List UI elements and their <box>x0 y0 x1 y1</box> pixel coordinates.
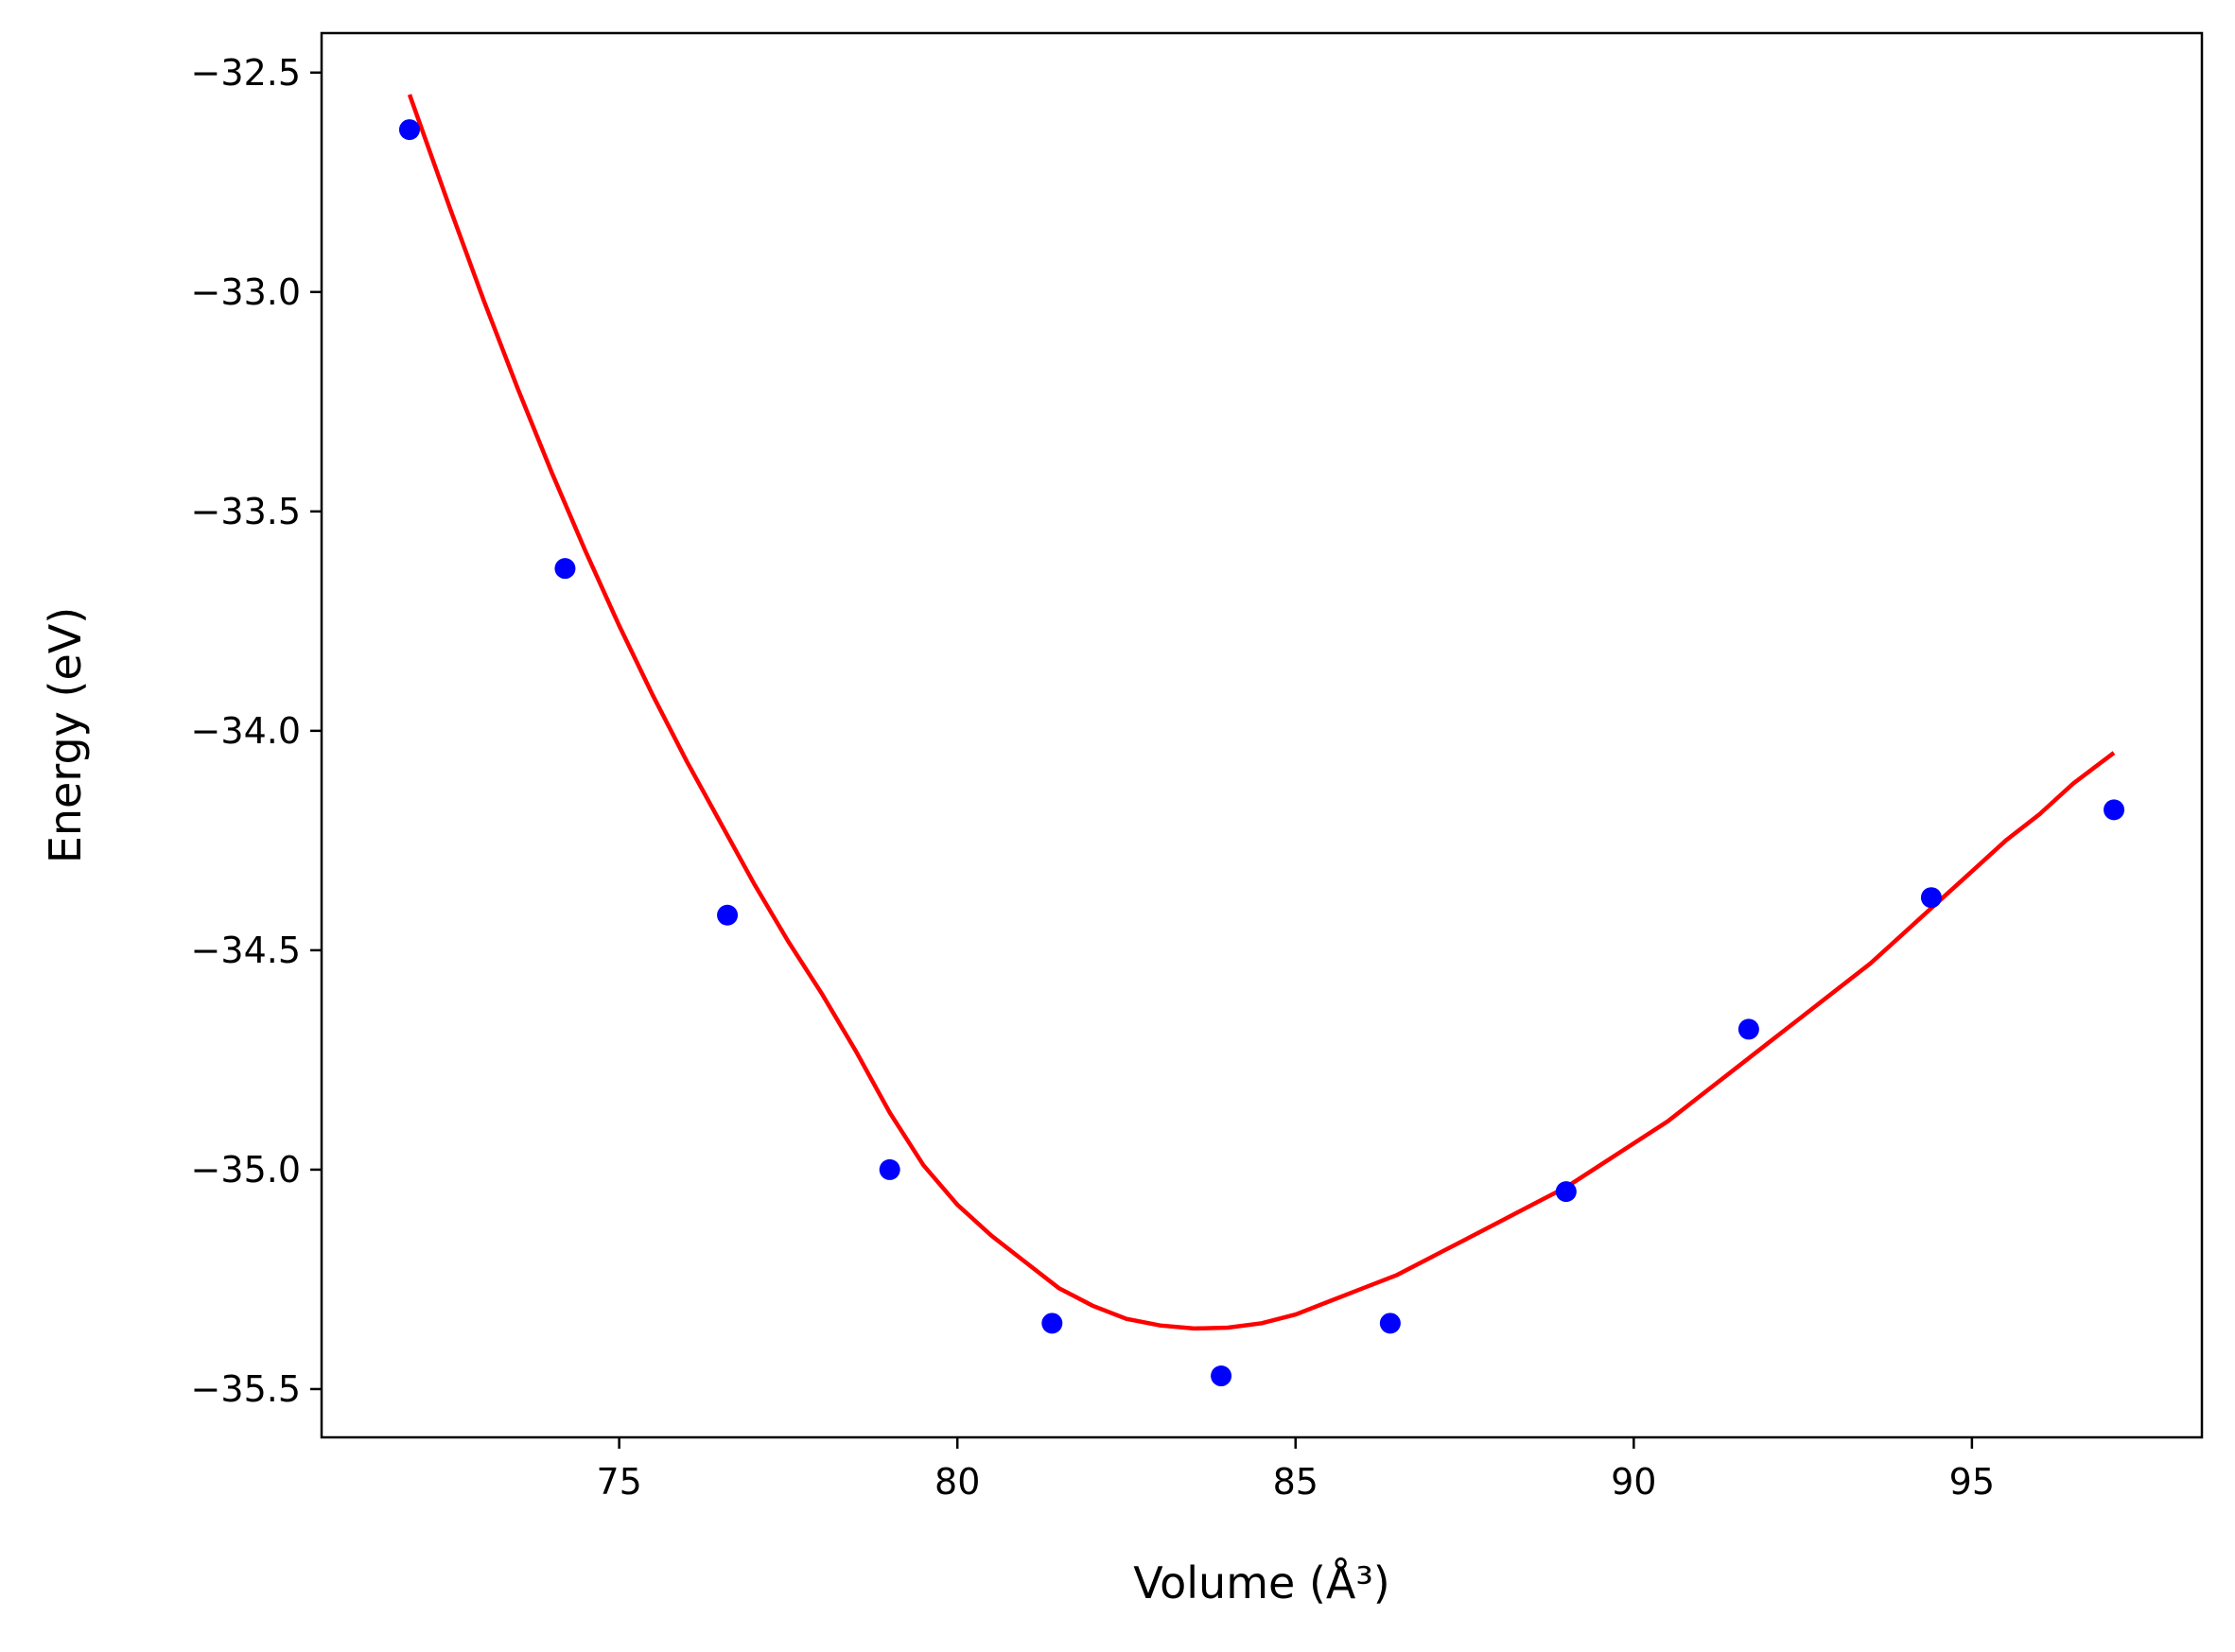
data-point <box>717 904 739 926</box>
data-point <box>1920 887 1942 909</box>
x-tick-label: 85 <box>1273 1461 1318 1503</box>
data-points-layer <box>398 119 2125 1387</box>
data-point <box>398 119 420 141</box>
data-point <box>2104 799 2125 821</box>
data-point <box>554 558 576 580</box>
y-tick-label: −33.0 <box>191 271 301 313</box>
plot-frame <box>320 31 2204 1439</box>
x-axis-label: Volume (Å³) <box>1133 1557 1390 1609</box>
y-tick-label: −32.5 <box>191 52 301 94</box>
y-tick-label: −35.5 <box>191 1368 301 1410</box>
x-tick-label: 80 <box>934 1461 980 1503</box>
y-axis-ticks: −35.5 −35.0 −34.5 −34.0 −33.5 −33.0 −32.5 <box>191 52 322 1410</box>
data-point <box>879 1158 900 1180</box>
y-tick-label: −34.0 <box>191 710 301 752</box>
data-point <box>1737 1018 1759 1040</box>
data-point <box>1379 1313 1401 1334</box>
x-tick-label: 95 <box>1949 1461 1995 1503</box>
x-tick-label: 75 <box>596 1461 641 1503</box>
x-axis-ticks: 75 80 85 90 95 <box>596 1437 1995 1503</box>
y-axis-label: Energy (eV) <box>40 607 91 863</box>
fit-curve <box>407 94 2116 1331</box>
data-point <box>1211 1365 1232 1387</box>
y-tick-label: −35.0 <box>191 1149 301 1191</box>
y-tick-label: −33.5 <box>191 491 301 532</box>
y-tick-label: −34.5 <box>191 930 301 971</box>
data-point <box>1041 1313 1063 1334</box>
x-tick-label: 90 <box>1611 1461 1656 1503</box>
fit-line-layer <box>407 94 2116 1331</box>
data-point <box>1555 1181 1577 1203</box>
